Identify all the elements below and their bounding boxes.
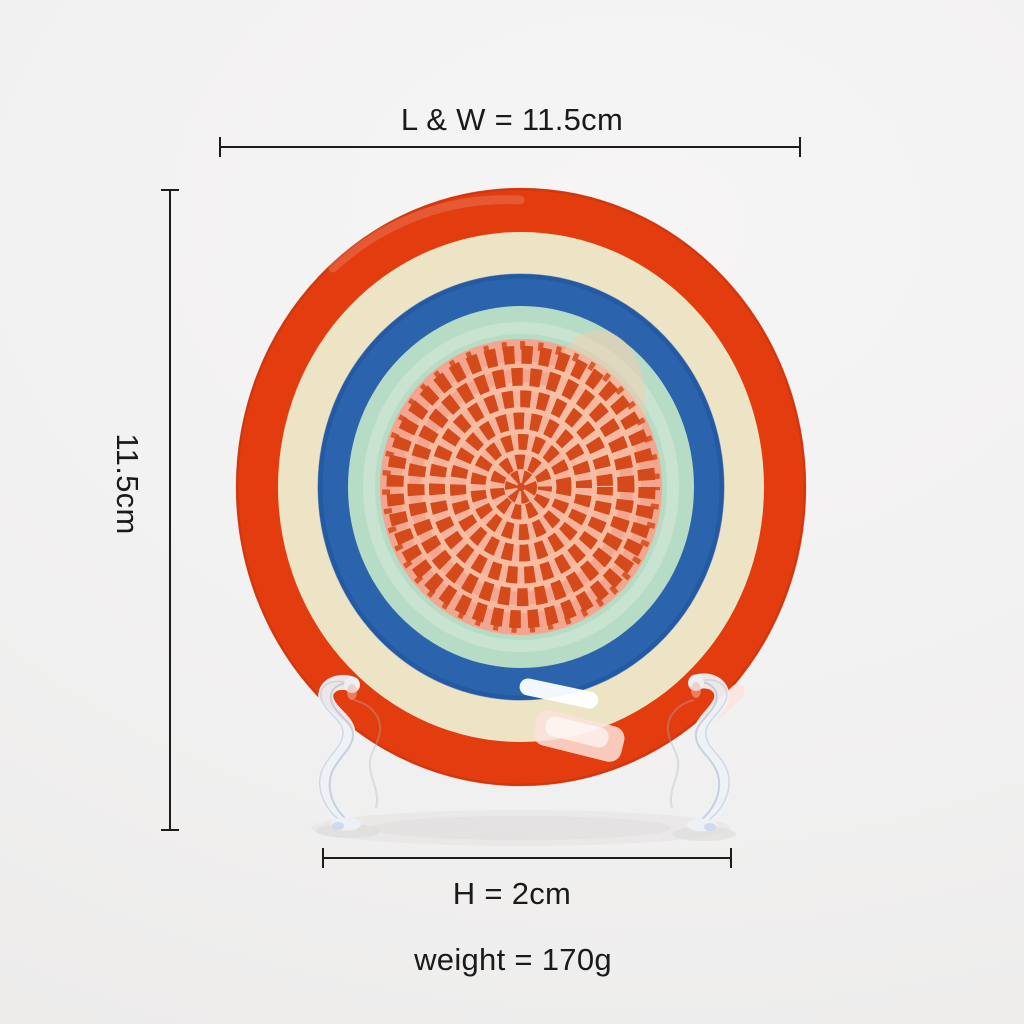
stand-leg-body	[688, 673, 732, 829]
teeth-ring	[386, 345, 656, 629]
stand-left-leg	[317, 675, 382, 831]
stand-right-leg	[666, 673, 732, 832]
teeth-ring	[429, 390, 613, 584]
stand-toe	[704, 823, 716, 831]
groove-ring	[443, 405, 599, 569]
stand-leg-inner-edge	[666, 699, 695, 809]
weight-label: weight = 170g	[414, 942, 612, 977]
teeth-spike-ring	[382, 341, 660, 633]
plate-shadow	[311, 810, 731, 846]
stand-toe	[332, 822, 344, 830]
groove-ring	[422, 383, 620, 591]
stand-height-line	[322, 848, 732, 868]
stand-foot-shadow	[316, 824, 380, 838]
stand-hook-tint	[347, 684, 357, 700]
stand-leg-edge	[328, 682, 358, 822]
stand-foot-shadow	[672, 827, 736, 841]
groove-ring	[401, 361, 641, 613]
plate-blue-edge	[317, 273, 725, 701]
tick-mark	[322, 848, 324, 868]
width-dimension-line	[219, 137, 801, 157]
teeth-ring	[407, 367, 635, 607]
width-dimension-label: L & W = 11.5cm	[400, 102, 624, 137]
plate-shadow	[371, 816, 671, 840]
stand-leg-edge	[700, 679, 730, 821]
groove-ring	[485, 449, 557, 525]
stand-height-label: H = 2cm	[452, 876, 572, 911]
cream-ring-highlight-core	[545, 716, 609, 748]
teeth-center-star	[505, 470, 537, 504]
stand-leg-edge	[690, 680, 721, 823]
tick-mark	[161, 189, 179, 191]
stand-leg-edge	[318, 680, 348, 820]
tick-mark	[730, 848, 732, 868]
teeth-ring	[450, 412, 592, 562]
plate-mint-light-edge	[363, 322, 679, 652]
stand-leg-body	[317, 675, 360, 828]
teeth-ring	[470, 433, 572, 541]
blue-ring-highlight	[519, 678, 599, 709]
grater-teeth-pattern	[382, 341, 660, 633]
tick-mark	[219, 137, 221, 157]
tick-mark	[161, 829, 179, 831]
teeth-center-dot	[517, 482, 525, 492]
groove-ring	[464, 427, 578, 547]
stand-hook-tint	[691, 682, 701, 698]
rim-gloss-arc	[328, 195, 525, 273]
stand-leg-inner-edge	[353, 699, 382, 809]
side-dimension-line	[161, 189, 179, 831]
tick-mark	[799, 137, 801, 157]
plate-rim-edge	[235, 187, 807, 787]
teeth-ring	[490, 454, 552, 520]
